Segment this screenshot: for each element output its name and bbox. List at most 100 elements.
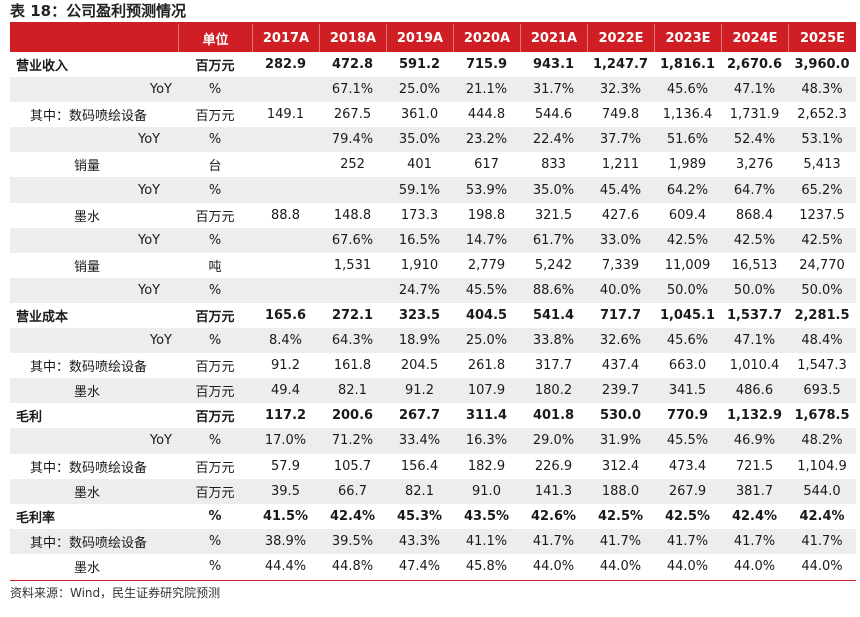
row-unit: % bbox=[208, 508, 222, 524]
table-row: 墨水% 44.4% 44.8% 47.4% 45.8% 44.0% 44.0% 44.0% 44… bbox=[10, 554, 856, 579]
row-label: 墨水 bbox=[74, 560, 101, 576]
value-cell: 530.0 bbox=[599, 408, 642, 424]
table-bottom-divider bbox=[10, 580, 856, 581]
value-cell: 79.4% bbox=[319, 127, 386, 153]
row-unit: % bbox=[178, 277, 252, 303]
value-cell: 161.8 bbox=[333, 358, 372, 374]
value-cell: 44.0% bbox=[599, 558, 642, 574]
value-cell: 182.9 bbox=[467, 458, 506, 474]
value-cell: 148.8 bbox=[333, 207, 372, 223]
value-cell bbox=[252, 227, 319, 253]
value-cell: 1,531 bbox=[333, 257, 372, 273]
row-unit: 百万元 bbox=[195, 309, 235, 325]
table-row: 其中：数码喷绘设备 百万元 149.1 267.5 361.0 444.8 544.6 749… bbox=[10, 102, 856, 127]
value-cell: 45.4% bbox=[587, 177, 654, 203]
value-cell: 117.2 bbox=[264, 408, 307, 424]
value-cell: 45.8% bbox=[465, 558, 508, 574]
value-cell: 267.7 bbox=[398, 408, 441, 424]
value-cell bbox=[252, 253, 319, 278]
value-cell: 23.2% bbox=[453, 127, 520, 153]
table-row: 墨水 百万元 39.5 66.7 82.1 91.0 141.3 188.0 267.9 381.… bbox=[10, 478, 856, 504]
header-row: 单位 2017A 2018A 2019A 2020A 2021A 2022E 2… bbox=[10, 24, 856, 52]
value-cell: 1237.5 bbox=[799, 207, 845, 223]
value-cell: 42.5% bbox=[721, 227, 788, 253]
table-row: YoY% 59.1% 53.9% 35.0% 45.4% 64.2% 64.7% 65.2% bbox=[10, 177, 856, 203]
source-note: 资料来源：Wind，民生证券研究院预测 bbox=[10, 586, 221, 600]
value-cell: 5,413 bbox=[803, 157, 841, 173]
row-label: 其中：数码喷绘设备 bbox=[10, 528, 178, 554]
value-cell: 39.5 bbox=[252, 478, 319, 504]
value-cell: 41.7% bbox=[587, 528, 654, 554]
value-cell: 35.0% bbox=[520, 177, 587, 203]
value-cell: 252 bbox=[340, 157, 365, 173]
row-label: 销量 bbox=[74, 159, 101, 175]
value-cell: 156.4 bbox=[400, 458, 439, 474]
row-label: 销量 bbox=[74, 259, 101, 275]
value-cell bbox=[252, 77, 319, 103]
value-cell: 541.4 bbox=[532, 307, 575, 323]
table-row: 营业成本 百万元 165.6 272.1 323.5 404.5 541.4 717.7 1,0… bbox=[10, 303, 856, 328]
value-cell bbox=[252, 152, 319, 177]
value-cell: 51.6% bbox=[654, 127, 721, 153]
row-label: 墨水 bbox=[10, 378, 178, 404]
value-cell: 57.9 bbox=[271, 458, 300, 474]
value-cell bbox=[252, 127, 319, 153]
value-cell: 473.4 bbox=[668, 458, 707, 474]
value-cell: 32.3% bbox=[587, 77, 654, 103]
value-cell: 239.7 bbox=[587, 378, 654, 404]
header-year: 2023E bbox=[654, 24, 721, 52]
row-label: YoY bbox=[10, 127, 178, 153]
row-unit: 百万元 bbox=[178, 478, 252, 504]
value-cell: 47.4% bbox=[398, 558, 441, 574]
value-cell: 50.0% bbox=[721, 277, 788, 303]
row-label: 其中：数码喷绘设备 bbox=[30, 360, 148, 376]
table-title: 表 18：公司盈利预测情况 bbox=[10, 2, 187, 20]
value-cell: 67.6% bbox=[319, 227, 386, 253]
value-cell: 1,537.7 bbox=[726, 307, 783, 323]
value-cell: 868.4 bbox=[735, 207, 774, 223]
value-cell: 173.3 bbox=[400, 207, 439, 223]
table-row: YoY% 24.7% 45.5% 88.6% 40.0% 50.0% 50.0% 50.0% bbox=[10, 277, 856, 303]
header-year: 2022E bbox=[587, 24, 654, 52]
value-cell: 43.3% bbox=[386, 528, 453, 554]
value-cell: 65.2% bbox=[788, 177, 856, 203]
header-year: 2020A bbox=[453, 24, 520, 52]
value-cell: 59.1% bbox=[386, 177, 453, 203]
value-cell: 50.0% bbox=[654, 277, 721, 303]
value-cell: 31.9% bbox=[587, 428, 654, 454]
header-year: 2025E bbox=[788, 24, 856, 52]
value-cell: 2,779 bbox=[467, 257, 506, 273]
value-cell: 401 bbox=[407, 157, 432, 173]
row-unit: % bbox=[178, 77, 252, 103]
header-item-col bbox=[10, 24, 178, 52]
value-cell: 38.9% bbox=[252, 528, 319, 554]
row-label: 营业收入 bbox=[16, 59, 69, 75]
value-cell: 18.9% bbox=[386, 328, 453, 354]
value-cell: 41.7% bbox=[520, 528, 587, 554]
row-label: YoY bbox=[10, 428, 178, 454]
value-cell: 41.5% bbox=[262, 508, 309, 524]
value-cell: 47.1% bbox=[721, 328, 788, 354]
value-cell: 45.5% bbox=[654, 428, 721, 454]
value-cell: 7,339 bbox=[601, 257, 640, 273]
value-cell: 44.0% bbox=[733, 558, 776, 574]
table-row: 其中：数码喷绘设备% 38.9% 39.5% 43.3% 41.1% 41.7% 41.7%… bbox=[10, 528, 856, 554]
value-cell: 44.0% bbox=[666, 558, 709, 574]
value-cell: 1,731.9 bbox=[729, 107, 780, 123]
value-cell: 361.0 bbox=[400, 107, 439, 123]
table-row: 销量 台 252 401 617 833 1,211 1,989 3,276 5,413 bbox=[10, 152, 856, 177]
value-cell: 17.0% bbox=[252, 428, 319, 454]
value-cell: 444.8 bbox=[467, 107, 506, 123]
value-cell: 2,652.3 bbox=[797, 107, 847, 123]
row-unit: % bbox=[178, 227, 252, 253]
value-cell: 107.9 bbox=[453, 378, 520, 404]
row-unit: 百万元 bbox=[195, 410, 235, 426]
value-cell: 45.6% bbox=[654, 328, 721, 354]
table-row: 营业收入 百万元 282.9 472.8 591.2 715.9 943.1 1,247.7 1… bbox=[10, 52, 856, 77]
value-cell: 486.6 bbox=[721, 378, 788, 404]
value-cell: 2,670.6 bbox=[726, 57, 783, 73]
row-label: YoY bbox=[10, 77, 178, 103]
value-cell: 33.8% bbox=[520, 328, 587, 354]
value-cell: 1,816.1 bbox=[659, 57, 716, 73]
value-cell: 37.7% bbox=[587, 127, 654, 153]
